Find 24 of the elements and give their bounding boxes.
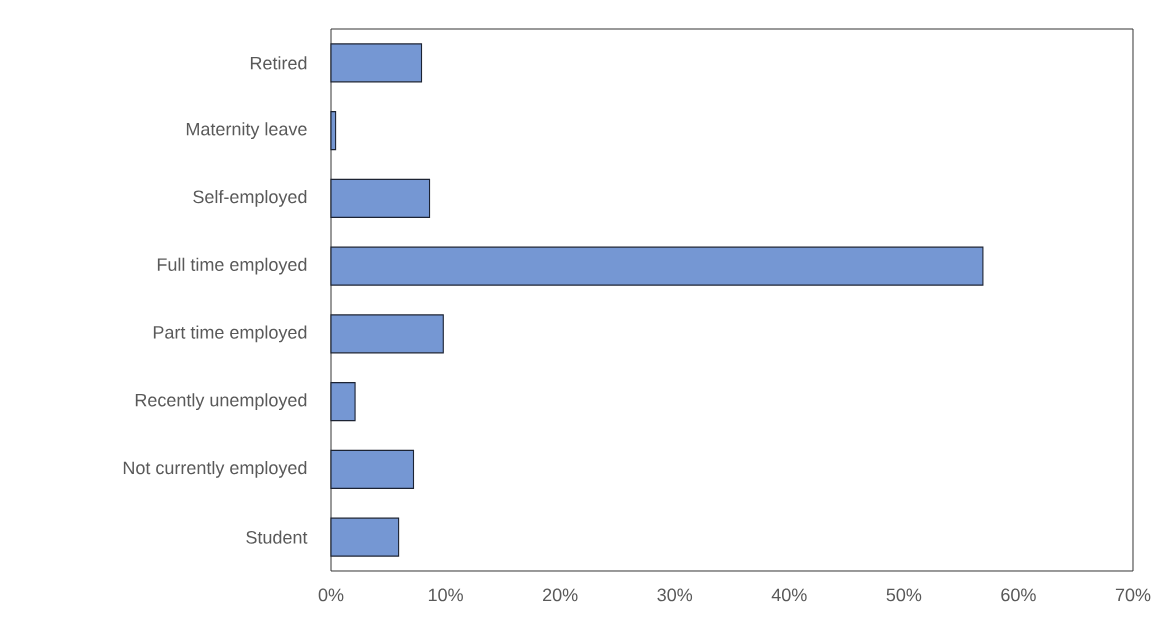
x-tick-label: 0%	[318, 588, 344, 602]
bar	[330, 246, 984, 286]
y-tick-label: Full time employed	[157, 257, 307, 275]
y-tick-label: Part time employed	[153, 325, 307, 343]
y-tick-label: Maternity leave	[186, 122, 307, 140]
bar	[330, 43, 423, 83]
x-tick-label: 10%	[428, 588, 463, 602]
x-tick-label: 70%	[1115, 588, 1151, 602]
bar	[330, 178, 431, 218]
y-tick-label: Self-employed	[193, 189, 307, 207]
y-tick-label: Not currently employed	[123, 460, 307, 478]
x-tick-label: 40%	[771, 588, 807, 602]
y-tick-label: Recently unemployed	[135, 393, 307, 411]
y-tick-label: Retired	[250, 56, 307, 70]
bar	[330, 449, 415, 489]
x-tick-label: 20%	[543, 588, 578, 602]
bar	[330, 111, 337, 151]
y-tick-label: Student	[246, 530, 308, 544]
x-tick-label: 60%	[1001, 588, 1036, 602]
x-tick-label: 50%	[886, 588, 922, 602]
x-tick-label: 30%	[657, 588, 693, 602]
bar	[330, 382, 356, 422]
bar	[330, 314, 444, 354]
bar	[330, 517, 400, 557]
